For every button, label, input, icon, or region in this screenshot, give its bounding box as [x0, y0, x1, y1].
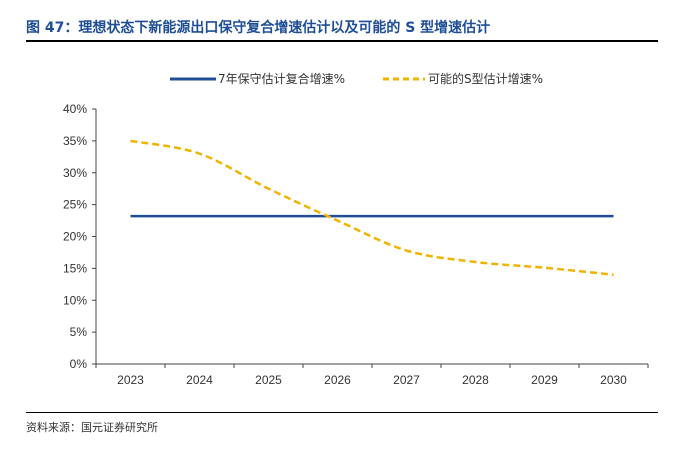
x-tick-label: 2030	[600, 373, 627, 387]
x-tick-label: 2025	[255, 373, 282, 387]
y-tick-label: 35%	[63, 134, 87, 148]
y-tick-label: 15%	[63, 261, 87, 275]
legend-label-s-curve: 可能的S型估计增速%	[428, 71, 543, 86]
axes: 0% 5% 10% 15% 20% 25% 30% 35% 40% 2023 2024 2025 202…	[63, 102, 649, 387]
x-tick-label: 2023	[117, 373, 144, 387]
figure-title: 图 47：理想状态下新能源出口保守复合增速估计以及可能的 S 型增速估计	[26, 20, 491, 36]
y-tick-label: 40%	[63, 102, 87, 116]
y-tick-label: 0%	[70, 357, 88, 371]
source-divider	[26, 412, 658, 413]
source-note: 资料来源：国元证券研究所	[26, 421, 158, 434]
legend: 7年保守估计复合增速% 可能的S型估计增速%	[170, 71, 543, 86]
x-tick-label: 2028	[462, 373, 489, 387]
x-tick-label: 2027	[393, 373, 420, 387]
y-tick-label: 20%	[63, 230, 87, 244]
y-tick-label: 5%	[70, 325, 88, 339]
x-tick-label: 2024	[186, 373, 213, 387]
y-tick-label: 30%	[63, 166, 87, 180]
series-line-s-curve	[130, 139, 614, 276]
x-tick-label: 2026	[324, 373, 351, 387]
x-tick-label: 2029	[531, 373, 558, 387]
series-group	[130, 139, 614, 276]
title-divider	[26, 40, 658, 42]
legend-label-conservative: 7年保守估计复合增速%	[218, 71, 345, 86]
y-tick-label: 10%	[63, 293, 87, 307]
y-tick-label: 25%	[63, 198, 87, 212]
